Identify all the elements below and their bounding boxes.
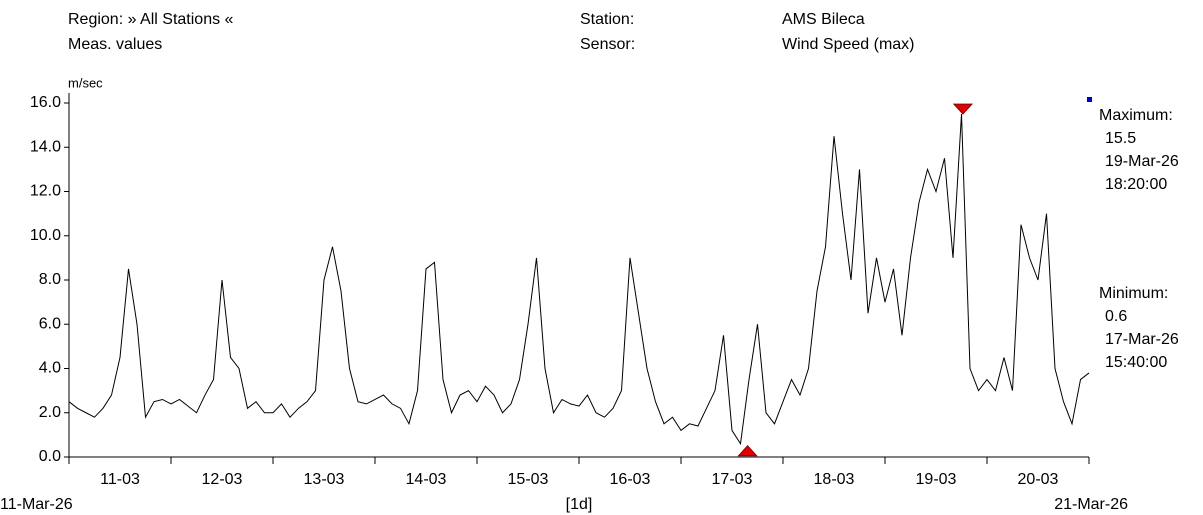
max-date: 19-Mar-26 (1105, 153, 1179, 170)
min-value: 0.6 (1105, 308, 1127, 325)
legend-square (1087, 97, 1092, 102)
y-tick-label: 6.0 (39, 315, 61, 332)
min-date: 17-Mar-26 (1105, 331, 1179, 348)
x-tick-label: 14-03 (406, 471, 447, 488)
x-tick-label: 13-03 (304, 471, 345, 488)
x-tick-label: 20-03 (1018, 471, 1059, 488)
y-tick-label: 16.0 (30, 94, 61, 111)
y-tick-label: 8.0 (39, 271, 61, 288)
min-label: Minimum: (1099, 285, 1168, 302)
x-tick-label: 15-03 (508, 471, 549, 488)
y-tick-label: 14.0 (30, 138, 61, 155)
y-unit: m/sec (68, 75, 103, 90)
station: AMS Bileca (782, 11, 865, 28)
data-line (68, 114, 1090, 446)
y-tick-label: 0.0 (39, 448, 61, 465)
y-tick-label: 2.0 (39, 404, 61, 421)
sensor-label: Sensor: (580, 36, 635, 53)
x-tick-label: 12-03 (202, 471, 243, 488)
end-label: 21-Mar-26 (1054, 496, 1128, 513)
min-marker (737, 444, 758, 457)
max-label: Maximum: (1099, 107, 1173, 124)
x-tick-label: 18-03 (814, 471, 855, 488)
max-time: 18:20:00 (1105, 176, 1167, 193)
y-tick-label: 12.0 (30, 183, 61, 200)
start-label: 11-Mar-26 (0, 496, 73, 513)
sensor: Wind Speed (max) (782, 36, 915, 53)
x-tick-label: 19-03 (916, 471, 957, 488)
x-tick-label: 11-03 (100, 471, 140, 488)
region: Region: » All Stations « (68, 11, 234, 28)
x-tick-label: 16-03 (610, 471, 651, 488)
max-marker (952, 103, 974, 115)
min-time: 15:40:00 (1105, 354, 1167, 371)
y-tick-label: 4.0 (39, 360, 61, 377)
max-value: 15.5 (1105, 130, 1136, 147)
interval-label: [1d] (566, 496, 593, 513)
x-tick-label: 17-03 (712, 471, 753, 488)
mode: Meas. values (68, 36, 162, 53)
y-tick-label: 10.0 (30, 227, 61, 244)
station-label: Station: (580, 11, 634, 28)
